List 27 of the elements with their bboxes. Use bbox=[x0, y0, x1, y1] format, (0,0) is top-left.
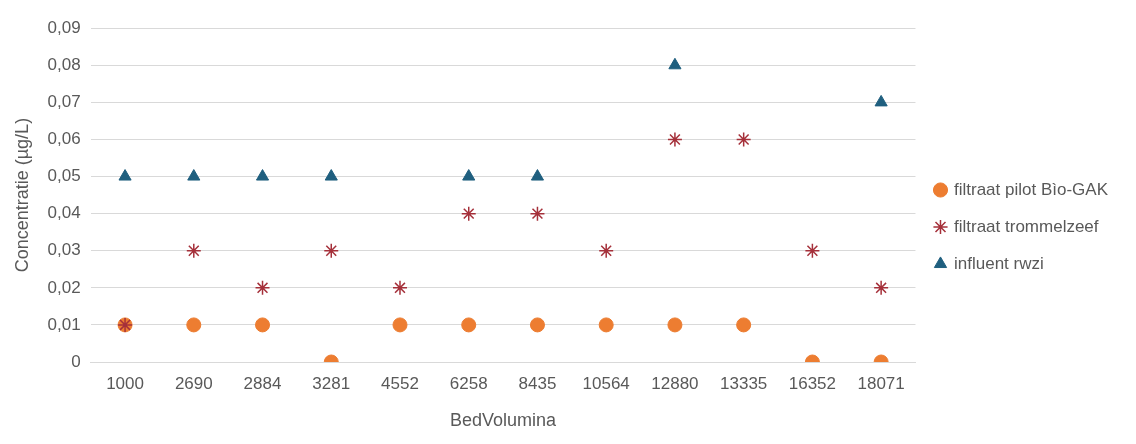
legend-label: filtraat trommelzeef bbox=[954, 216, 1099, 236]
y-tick-label: 0,02 bbox=[47, 277, 81, 297]
x-tick-label: 13335 bbox=[720, 373, 768, 393]
x-axis-title: BedVolumina bbox=[450, 410, 558, 431]
x-tick-label: 12880 bbox=[651, 373, 699, 393]
x-tick-label: 16352 bbox=[788, 373, 837, 393]
y-tick-label: 0,09 bbox=[47, 17, 81, 37]
y-tick-label: 0,06 bbox=[47, 129, 81, 149]
legend-label: influent rwzi bbox=[954, 253, 1044, 273]
y-tick-label: 0,01 bbox=[47, 314, 81, 334]
x-tick-label: 18071 bbox=[857, 373, 905, 393]
y-tick-label: 0,05 bbox=[47, 166, 81, 186]
y-axis-title: Concentratie (µg/L) bbox=[11, 117, 32, 273]
y-tick-label: 0,03 bbox=[47, 240, 81, 260]
x-tick-label: 1000 bbox=[106, 373, 144, 393]
x-tick-label: 8435 bbox=[518, 373, 557, 393]
x-tick-label: 3281 bbox=[312, 373, 351, 393]
y-tick-label: 0,08 bbox=[47, 54, 81, 74]
y-tick-label: 0 bbox=[71, 351, 81, 371]
x-tick-label: 2884 bbox=[243, 373, 282, 393]
y-tick-label: 0,07 bbox=[47, 92, 81, 112]
x-tick-label: 4552 bbox=[381, 373, 419, 393]
legend-label: filtraat pilot Bìo-GAK bbox=[954, 179, 1109, 199]
y-tick-label: 0,04 bbox=[47, 203, 81, 223]
x-tick-label: 10564 bbox=[582, 373, 630, 393]
x-tick-label: 6258 bbox=[449, 373, 488, 393]
x-tick-label: 2690 bbox=[174, 373, 213, 393]
